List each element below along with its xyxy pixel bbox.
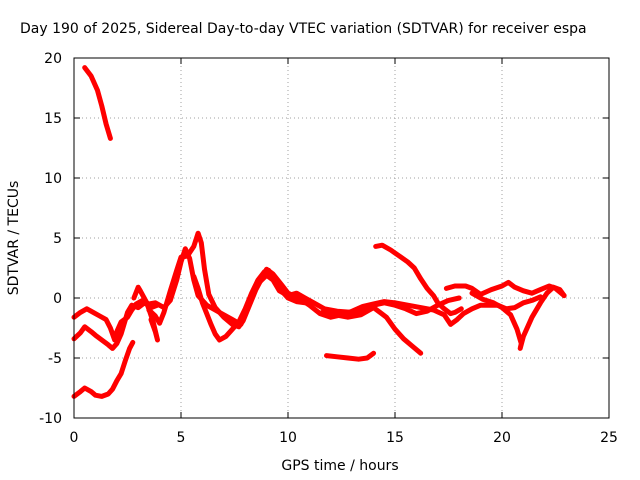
series-sat-d xyxy=(71,246,462,343)
series-sat-i xyxy=(373,242,464,317)
x-tick-label: 15 xyxy=(386,430,404,446)
series-sat-m xyxy=(469,284,567,351)
series-sat-f xyxy=(131,284,160,343)
y-tick-label: 0 xyxy=(53,291,62,307)
series-sat-k xyxy=(392,294,543,327)
chart-title: Day 190 of 2025, Sidereal Day-to-day VTE… xyxy=(20,21,587,37)
x-tick-label: 25 xyxy=(600,430,618,446)
x-tick-label: 10 xyxy=(279,430,297,446)
y-tick-label: 10 xyxy=(44,171,62,187)
y-tick-label: 20 xyxy=(44,51,62,67)
y-tick-label: 15 xyxy=(44,111,62,127)
series-sat-g xyxy=(191,267,308,343)
grid xyxy=(74,58,609,418)
x-tick-label: 20 xyxy=(493,430,511,446)
y-axis-label: SDTVAR / TECUs xyxy=(6,181,22,296)
series-sat-a xyxy=(82,65,113,141)
series-layer xyxy=(71,65,567,399)
axis-ticks: 0 5 10 15 20 25 -10 -5 0 5 10 15 20 xyxy=(39,51,618,446)
y-tick-label: 5 xyxy=(53,231,62,247)
series-sat-l xyxy=(443,279,567,299)
x-axis-label: GPS time / hours xyxy=(281,458,398,474)
series-sat-h xyxy=(324,350,377,362)
series-sat-j xyxy=(319,305,424,356)
x-tick-label: 0 xyxy=(70,430,79,446)
y-tick-label: -10 xyxy=(39,411,62,427)
series-sat-b xyxy=(71,339,136,399)
x-tick-label: 5 xyxy=(177,430,186,446)
series-sat-c xyxy=(71,300,160,351)
y-tick-label: -5 xyxy=(48,351,62,367)
